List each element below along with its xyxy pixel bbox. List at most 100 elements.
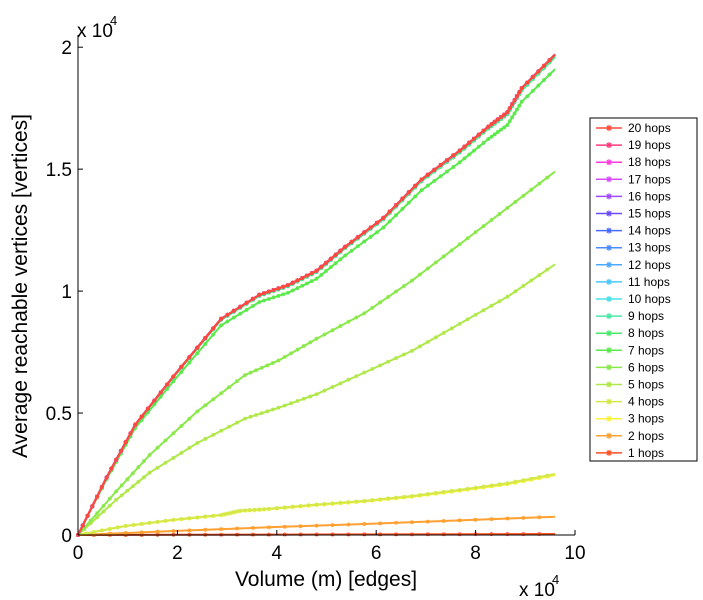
data-marker (497, 482, 502, 487)
data-marker (128, 431, 133, 436)
data-marker (476, 144, 481, 149)
data-marker (545, 175, 550, 180)
data-marker (187, 445, 192, 450)
data-marker (413, 194, 418, 199)
series-5-hops (76, 263, 556, 537)
data-marker (362, 311, 367, 316)
data-marker (505, 205, 510, 210)
data-marker (513, 289, 518, 294)
series-markers (76, 58, 552, 537)
x-tick-label: 8 (470, 543, 481, 564)
series-markers (76, 58, 552, 537)
data-marker (449, 488, 454, 493)
legend-marker (606, 159, 612, 166)
data-marker (529, 278, 534, 283)
data-marker (147, 453, 152, 458)
data-marker (330, 501, 335, 506)
series-line (77, 53, 556, 536)
data-marker (195, 345, 200, 350)
data-marker (333, 261, 338, 266)
data-marker (409, 532, 414, 537)
series-15-hops (76, 53, 556, 537)
data-marker (545, 473, 550, 478)
data-marker (505, 516, 510, 521)
data-marker (179, 423, 184, 428)
series-markers (76, 58, 552, 537)
legend-label: 8 hops (628, 326, 664, 340)
data-marker (476, 132, 481, 137)
legend-marker (606, 347, 612, 354)
data-marker (324, 269, 329, 274)
data-marker (266, 296, 271, 301)
data-marker (355, 244, 360, 249)
series-line (77, 53, 556, 536)
data-marker (425, 183, 430, 188)
series-line (77, 53, 556, 536)
data-marker (438, 174, 443, 179)
data-marker (362, 498, 367, 503)
legend-item: 10 hops (596, 292, 671, 306)
series-markers (76, 60, 552, 537)
data-marker (247, 508, 252, 512)
data-marker (187, 528, 192, 533)
data-marker (505, 294, 510, 299)
data-marker (118, 448, 123, 453)
series-markers (76, 175, 550, 537)
data-marker (219, 527, 224, 532)
data-marker (300, 275, 305, 280)
data-marker (505, 532, 510, 537)
data-marker (145, 410, 150, 415)
data-marker (231, 510, 236, 515)
data-marker (499, 114, 504, 119)
data-marker (266, 506, 271, 511)
data-marker (537, 475, 542, 480)
data-marker (270, 360, 275, 365)
series-group (76, 53, 556, 537)
legend-marker (606, 142, 612, 149)
data-marker (119, 483, 124, 488)
data-marker (386, 294, 391, 299)
data-marker (394, 520, 399, 525)
data-marker (378, 497, 383, 502)
data-marker (309, 279, 314, 284)
data-marker (441, 489, 446, 494)
data-marker (203, 336, 208, 340)
data-marker (378, 300, 383, 305)
data-marker (314, 523, 319, 528)
data-marker (425, 339, 430, 344)
data-marker (330, 523, 335, 528)
data-marker (244, 300, 249, 305)
data-marker (203, 514, 208, 519)
y-tick-label: 2 (61, 38, 72, 59)
data-marker (400, 206, 405, 211)
data-marker (282, 524, 287, 529)
series-line (77, 68, 556, 536)
legend-label: 5 hops (628, 378, 664, 392)
y-multiplier-exponent: 4 (110, 13, 117, 28)
legend-label: 16 hops (628, 189, 671, 203)
data-marker (276, 286, 281, 291)
legend-label: 9 hops (628, 309, 664, 323)
data-marker (314, 336, 319, 341)
data-marker (417, 492, 422, 497)
series-markers (76, 58, 552, 537)
legend-item: 3 hops (596, 412, 664, 426)
data-marker (497, 299, 502, 304)
data-marker (155, 465, 160, 470)
data-marker (322, 501, 327, 506)
series-markers (76, 58, 552, 537)
data-marker (521, 515, 526, 520)
data-marker (368, 225, 373, 230)
data-marker (244, 307, 249, 312)
data-marker (525, 80, 530, 85)
data-marker (114, 457, 119, 462)
data-marker (163, 518, 168, 523)
data-marker (285, 290, 290, 295)
legend-marker (606, 381, 612, 388)
data-marker (231, 308, 236, 313)
data-marker (270, 407, 275, 412)
ticks: 0 2 4 6 8 10 0 0.5 1 1.5 2 (46, 38, 586, 564)
series-markers (76, 58, 552, 537)
data-marker (211, 513, 216, 518)
data-marker (492, 132, 497, 137)
